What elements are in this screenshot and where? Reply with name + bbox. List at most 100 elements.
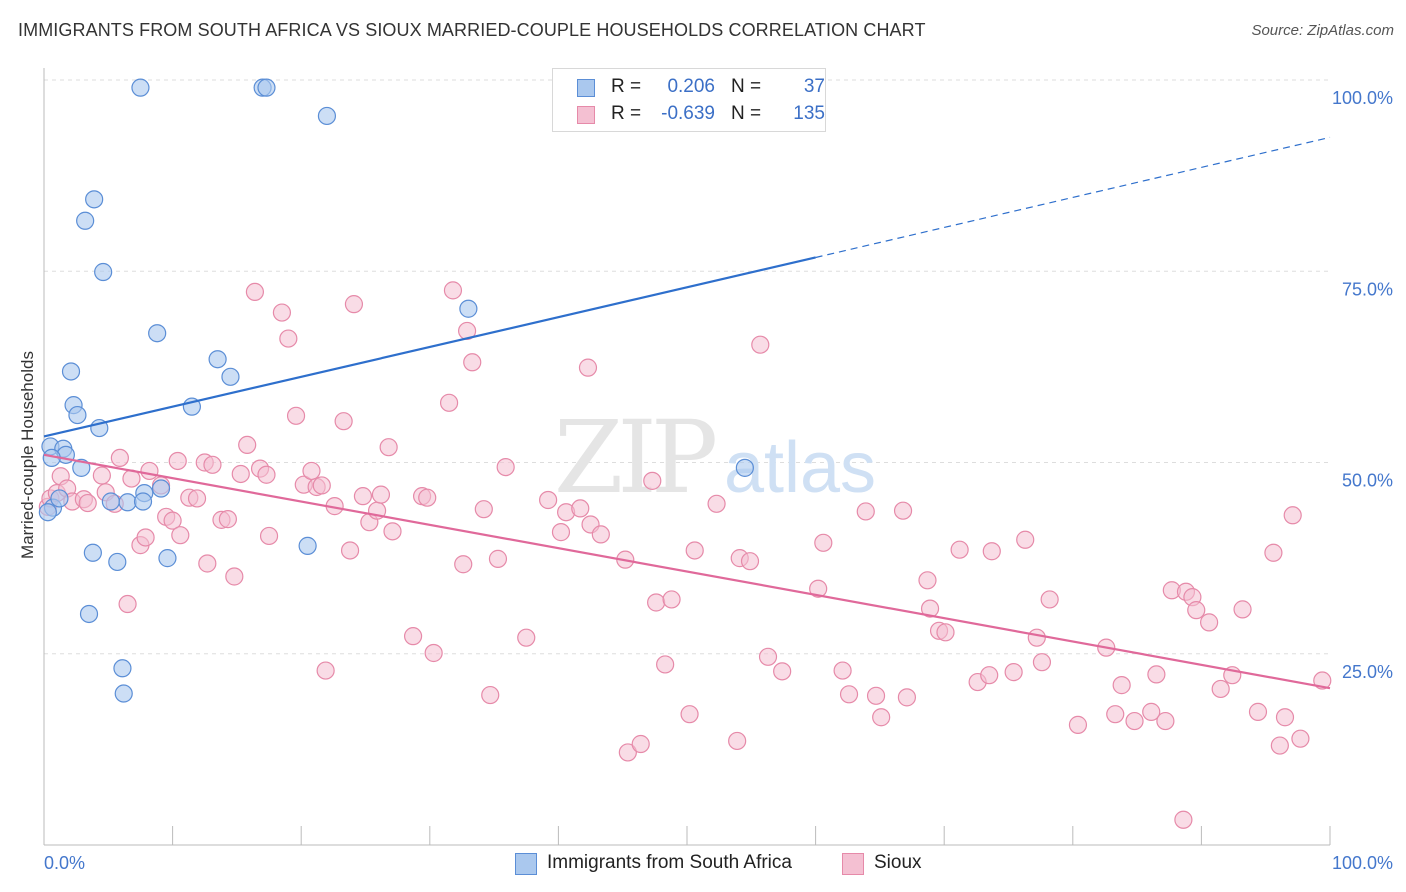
south-africa-point (148, 324, 167, 343)
x-tick-label: 100.0% (1332, 853, 1393, 873)
sioux-point (383, 522, 402, 541)
chart-title: IMMIGRANTS FROM SOUTH AFRICA VS SIOUX MA… (18, 20, 926, 40)
y-tick-label: 100.0% (1332, 88, 1393, 108)
south-africa-point (298, 536, 317, 555)
sioux-point (539, 490, 558, 510)
sioux-point (982, 542, 1001, 561)
sioux-point (1016, 530, 1035, 549)
sioux-point (643, 471, 662, 490)
sioux-point (496, 457, 515, 477)
sioux-point (1275, 708, 1295, 727)
sioux-point (272, 303, 292, 322)
sioux-points (38, 281, 1332, 829)
sioux-trend-line (43, 453, 1331, 690)
south-africa-point (208, 350, 227, 369)
sioux-point (474, 500, 493, 519)
sioux-point (893, 501, 913, 520)
sioux-point (110, 448, 129, 468)
south-africa-point (79, 604, 99, 624)
bottom-legend-label: Immigrants from South Africa (547, 852, 792, 873)
south-africa-point (459, 299, 478, 318)
sioux-point (618, 743, 637, 762)
sioux-point (1200, 613, 1219, 632)
sioux-point (279, 329, 298, 348)
sioux-point (1040, 590, 1059, 609)
sioux-point (118, 594, 137, 614)
sioux-point (257, 465, 276, 484)
y-tick-label: 25.0% (1342, 662, 1393, 682)
watermark-zip: ZIP (554, 399, 715, 516)
sioux-point (302, 461, 321, 481)
sioux-point (140, 461, 159, 481)
south-africa-point (114, 684, 133, 703)
sioux-point (758, 647, 778, 666)
south-africa-point (38, 503, 57, 522)
sioux-point (344, 295, 364, 314)
sioux-point (751, 335, 770, 354)
legend-r-value: 0.206 (667, 76, 715, 97)
sioux-point (685, 541, 704, 560)
legend-n-value: 135 (793, 103, 825, 124)
sioux-point (809, 579, 828, 598)
sioux-point (168, 451, 187, 471)
sioux-point (1106, 705, 1125, 724)
sioux-point (340, 541, 360, 560)
sioux-point (1156, 711, 1175, 731)
sioux-point (187, 489, 207, 508)
sioux-point (897, 688, 917, 707)
south-africa-trend-line (43, 256, 816, 438)
sioux-point (517, 628, 536, 647)
sioux-point (286, 406, 306, 425)
source-label: Source: ZipAtlas.com (1251, 22, 1394, 39)
south-africa-point (85, 190, 104, 209)
sioux-point (379, 438, 398, 457)
south-africa-point (72, 458, 91, 477)
y-tick-label: 50.0% (1342, 471, 1393, 491)
sioux-point (136, 528, 155, 547)
sioux-point (1027, 628, 1046, 647)
sioux-point (647, 593, 666, 612)
y-axis-label: Married-couple Households (18, 351, 37, 559)
sioux-point (439, 393, 459, 412)
sioux-point (571, 499, 590, 518)
sioux-point (231, 464, 250, 484)
sioux-point (203, 455, 222, 474)
legend-n-value: 37 (803, 76, 825, 97)
sioux-point (316, 661, 335, 680)
sioux-point (1147, 665, 1166, 684)
sioux-point (839, 685, 859, 704)
south-africa-points (38, 78, 754, 703)
sioux-point (1174, 810, 1193, 829)
sioux-point (707, 494, 726, 513)
sioux-point (578, 358, 598, 377)
bottom-legend-swatch-blue (515, 853, 537, 875)
sioux-point (198, 554, 217, 573)
sioux-point (950, 540, 969, 559)
sioux-point (918, 571, 937, 590)
south-africa-point (151, 479, 171, 498)
sioux-point (92, 466, 111, 485)
sioux-point (312, 476, 331, 495)
south-africa-point (118, 493, 137, 512)
south-africa-point (317, 106, 337, 126)
sioux-point (171, 526, 190, 545)
sioux-point (591, 525, 610, 544)
trend-lines (43, 136, 1331, 690)
sioux-point (1142, 702, 1161, 721)
sioux-point (163, 511, 182, 530)
south-africa-point (61, 362, 81, 381)
sioux-point (481, 685, 500, 705)
grid-lines (44, 79, 1330, 655)
sioux-point (403, 627, 423, 646)
sioux-point (245, 282, 265, 302)
south-africa-point (221, 367, 240, 386)
south-africa-point (257, 78, 276, 97)
south-africa-point (133, 492, 153, 511)
sioux-point (334, 412, 353, 431)
sioux-point (1211, 679, 1230, 699)
sioux-point (656, 655, 675, 674)
legend-r-label: R = (611, 103, 642, 124)
sioux-point (1004, 663, 1023, 682)
sioux-point (631, 734, 650, 754)
south-africa-point (158, 549, 177, 568)
